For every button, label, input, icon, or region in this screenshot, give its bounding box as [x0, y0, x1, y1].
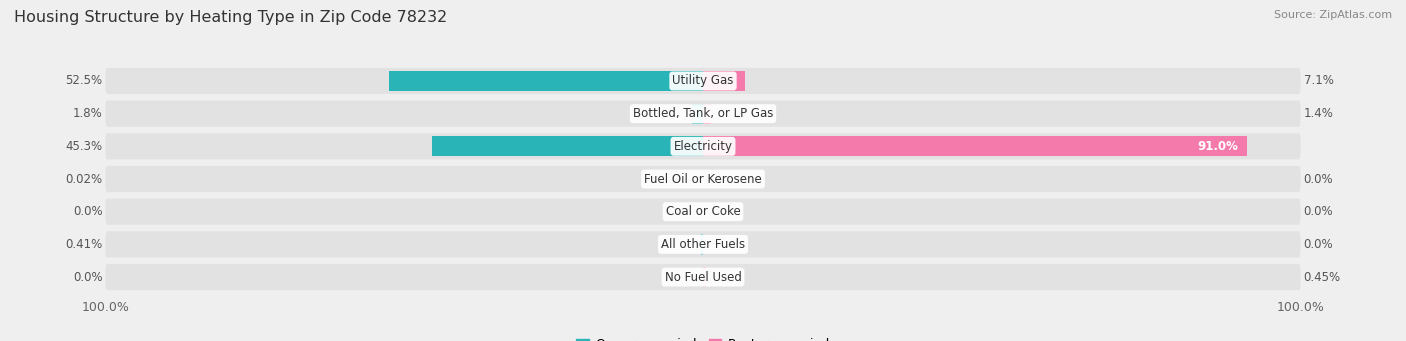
FancyBboxPatch shape [105, 198, 1301, 225]
Text: 52.5%: 52.5% [65, 74, 103, 88]
Text: 0.02%: 0.02% [65, 173, 103, 186]
Bar [700, 234, 703, 254]
Text: Electricity: Electricity [673, 140, 733, 153]
Text: 7.1%: 7.1% [1303, 74, 1333, 88]
Bar [432, 136, 703, 157]
Bar [703, 104, 711, 124]
FancyBboxPatch shape [105, 231, 1301, 257]
Text: 0.0%: 0.0% [1303, 173, 1333, 186]
FancyBboxPatch shape [105, 166, 1301, 192]
Text: 91.0%: 91.0% [1197, 140, 1237, 153]
Text: No Fuel Used: No Fuel Used [665, 270, 741, 284]
Legend: Owner-occupied, Renter-occupied: Owner-occupied, Renter-occupied [571, 333, 835, 341]
Text: All other Fuels: All other Fuels [661, 238, 745, 251]
Text: 0.45%: 0.45% [1303, 270, 1341, 284]
FancyBboxPatch shape [105, 264, 1301, 290]
Bar [703, 136, 1247, 157]
Text: 1.8%: 1.8% [73, 107, 103, 120]
Bar [703, 71, 745, 91]
Text: 0.41%: 0.41% [65, 238, 103, 251]
Text: 0.0%: 0.0% [1303, 205, 1333, 218]
Text: 45.3%: 45.3% [65, 140, 103, 153]
Text: 0.0%: 0.0% [73, 205, 103, 218]
FancyBboxPatch shape [105, 133, 1301, 159]
Bar [389, 71, 703, 91]
Text: Coal or Coke: Coal or Coke [665, 205, 741, 218]
Bar [703, 267, 706, 287]
FancyBboxPatch shape [105, 101, 1301, 127]
Text: Housing Structure by Heating Type in Zip Code 78232: Housing Structure by Heating Type in Zip… [14, 10, 447, 25]
Text: 0.0%: 0.0% [73, 270, 103, 284]
Text: Source: ZipAtlas.com: Source: ZipAtlas.com [1274, 10, 1392, 20]
Text: 0.0%: 0.0% [1303, 238, 1333, 251]
Text: Utility Gas: Utility Gas [672, 74, 734, 88]
Text: Bottled, Tank, or LP Gas: Bottled, Tank, or LP Gas [633, 107, 773, 120]
Bar [692, 104, 703, 124]
Text: 1.4%: 1.4% [1303, 107, 1333, 120]
Text: Fuel Oil or Kerosene: Fuel Oil or Kerosene [644, 173, 762, 186]
FancyBboxPatch shape [105, 68, 1301, 94]
